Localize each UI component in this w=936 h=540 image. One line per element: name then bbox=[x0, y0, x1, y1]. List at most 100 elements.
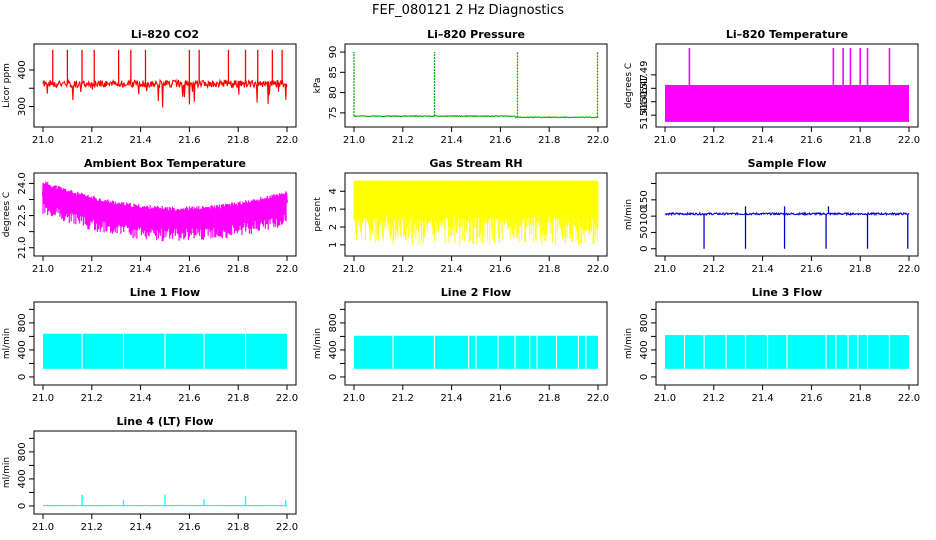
y-tick-label: 51.47 bbox=[639, 74, 650, 103]
x-tick-label: 21.6 bbox=[178, 135, 200, 146]
y-tick-label: 51.44 bbox=[639, 101, 650, 130]
plot-frame bbox=[655, 301, 919, 386]
x-tick-label: 21.0 bbox=[654, 264, 676, 275]
data-series bbox=[665, 335, 909, 369]
panel-9: Line 4 (LT) Flow ml/min 21.0 21.2 21.4 21.6 21… bbox=[2, 415, 298, 533]
y-tick-label: 85 bbox=[328, 66, 339, 79]
x-tick-label: 22.0 bbox=[276, 393, 298, 404]
panel-title: Ambient Box Temperature bbox=[84, 157, 246, 170]
data-series bbox=[42, 49, 288, 108]
plot-frame bbox=[655, 172, 919, 257]
x-tick-label: 21.6 bbox=[178, 393, 200, 404]
y-tick-label: 3 bbox=[328, 206, 339, 212]
panel-0: Li–820 CO2 Licor ppm 21.0 21.2 21.4 21.6 21.8 2… bbox=[2, 28, 298, 146]
x-tick-label: 21.6 bbox=[178, 522, 200, 533]
y-tick-label: 400 bbox=[17, 60, 28, 79]
x-tick-label: 22.0 bbox=[587, 264, 609, 275]
y-tick-label: 51.49 bbox=[639, 61, 650, 90]
x-tick-label: 21.6 bbox=[489, 135, 511, 146]
panel-title: Sample Flow bbox=[748, 157, 827, 170]
x-tick-label: 21.2 bbox=[703, 135, 725, 146]
plot-frame bbox=[344, 172, 608, 257]
plot-frame bbox=[344, 301, 608, 386]
x-tick-label: 21.2 bbox=[81, 135, 103, 146]
x-tick-label: 21.4 bbox=[751, 135, 773, 146]
panel-title: Li–820 CO2 bbox=[131, 28, 199, 41]
y-tick-label: 4 bbox=[328, 188, 339, 194]
panel-4: Gas Stream RH percent 21.0 21.2 21.4 21.6 21.8… bbox=[313, 157, 609, 275]
x-tick-label: 21.2 bbox=[703, 264, 725, 275]
plot-frame bbox=[33, 43, 297, 128]
y-tick-label: 21.0 bbox=[17, 237, 28, 259]
x-tick-label: 21.8 bbox=[849, 393, 871, 404]
y-tick-label: 1 bbox=[328, 242, 339, 248]
x-tick-label: 21.8 bbox=[538, 393, 560, 404]
series-line bbox=[42, 78, 288, 108]
panel-8: Line 3 Flow ml/min 21.0 21.2 21.4 21.6 21.8 22.… bbox=[624, 286, 920, 404]
y-tick-label: 0 bbox=[17, 374, 28, 380]
panel-2: Li–820 Temperature degrees C 21.0 21.2 21.4 2… bbox=[624, 28, 920, 146]
y-tick-label: 24.0 bbox=[17, 172, 28, 194]
series-line bbox=[664, 211, 910, 217]
x-tick-label: 21.8 bbox=[227, 522, 249, 533]
x-tick-label: 21.2 bbox=[703, 393, 725, 404]
y-tick-label: 800 bbox=[17, 313, 28, 332]
x-tick-label: 22.0 bbox=[276, 264, 298, 275]
y-tick-label: 75 bbox=[328, 106, 339, 119]
y-axis-label: ml/min bbox=[624, 328, 634, 359]
x-tick-label: 21.0 bbox=[654, 135, 676, 146]
y-tick-label: 400 bbox=[328, 340, 339, 359]
x-tick-label: 21.2 bbox=[392, 135, 414, 146]
x-tick-label: 21.8 bbox=[849, 135, 871, 146]
y-tick-label: 22.5 bbox=[17, 204, 28, 226]
x-tick-label: 22.0 bbox=[587, 135, 609, 146]
plot-frame bbox=[33, 430, 297, 515]
x-tick-label: 21.6 bbox=[800, 393, 822, 404]
y-tick-label: 0 bbox=[17, 503, 28, 509]
plot-frame bbox=[33, 172, 297, 257]
x-tick-label: 21.8 bbox=[849, 264, 871, 275]
x-tick-label: 21.0 bbox=[343, 135, 365, 146]
y-axis-label: percent bbox=[313, 197, 323, 232]
panel-5: Sample Flow ml/min 21.0 21.2 21.4 21.6 21.8 22.… bbox=[624, 157, 920, 275]
x-tick-label: 21.2 bbox=[81, 393, 103, 404]
y-tick-label: 800 bbox=[639, 313, 650, 332]
x-tick-label: 21.0 bbox=[654, 393, 676, 404]
x-tick-label: 21.6 bbox=[489, 393, 511, 404]
y-tick-label: 800 bbox=[17, 442, 28, 461]
y-axis-label: degrees C bbox=[2, 192, 12, 237]
y-axis-label: ml/min bbox=[313, 328, 323, 359]
panel-title: Li–820 Temperature bbox=[726, 28, 848, 41]
x-tick-label: 21.8 bbox=[538, 264, 560, 275]
data-series bbox=[42, 494, 288, 507]
x-tick-label: 21.8 bbox=[227, 135, 249, 146]
y-axis-label: ml/min bbox=[2, 457, 12, 488]
x-tick-label: 21.2 bbox=[392, 393, 414, 404]
x-tick-label: 22.0 bbox=[898, 135, 920, 146]
y-tick-label: 400 bbox=[17, 340, 28, 359]
data-band bbox=[665, 84, 909, 122]
x-tick-label: 21.6 bbox=[800, 264, 822, 275]
x-tick-label: 21.4 bbox=[129, 522, 151, 533]
data-series bbox=[665, 48, 909, 122]
y-tick-label: 51.46 bbox=[639, 87, 650, 116]
x-tick-label: 21.4 bbox=[129, 135, 151, 146]
x-tick-label: 21.0 bbox=[343, 393, 365, 404]
figure-title: FEF_080121 2 Hz Diagnostics bbox=[372, 3, 564, 18]
x-tick-label: 21.2 bbox=[81, 264, 103, 275]
x-tick-label: 22.0 bbox=[276, 135, 298, 146]
series-line bbox=[353, 114, 599, 119]
x-tick-label: 21.4 bbox=[440, 135, 462, 146]
y-axis-label: ml/min bbox=[624, 199, 634, 230]
x-tick-label: 21.0 bbox=[32, 264, 54, 275]
y-tick-label: 400 bbox=[17, 469, 28, 488]
x-tick-label: 21.4 bbox=[440, 393, 462, 404]
y-tick-label: 90 bbox=[328, 46, 339, 59]
x-tick-label: 21.8 bbox=[227, 393, 249, 404]
y-tick-label: 100 bbox=[639, 207, 650, 226]
x-tick-label: 21.6 bbox=[800, 135, 822, 146]
panel-title: Line 4 (LT) Flow bbox=[117, 415, 214, 428]
x-tick-label: 21.4 bbox=[129, 393, 151, 404]
y-tick-label: 150 bbox=[639, 190, 650, 209]
